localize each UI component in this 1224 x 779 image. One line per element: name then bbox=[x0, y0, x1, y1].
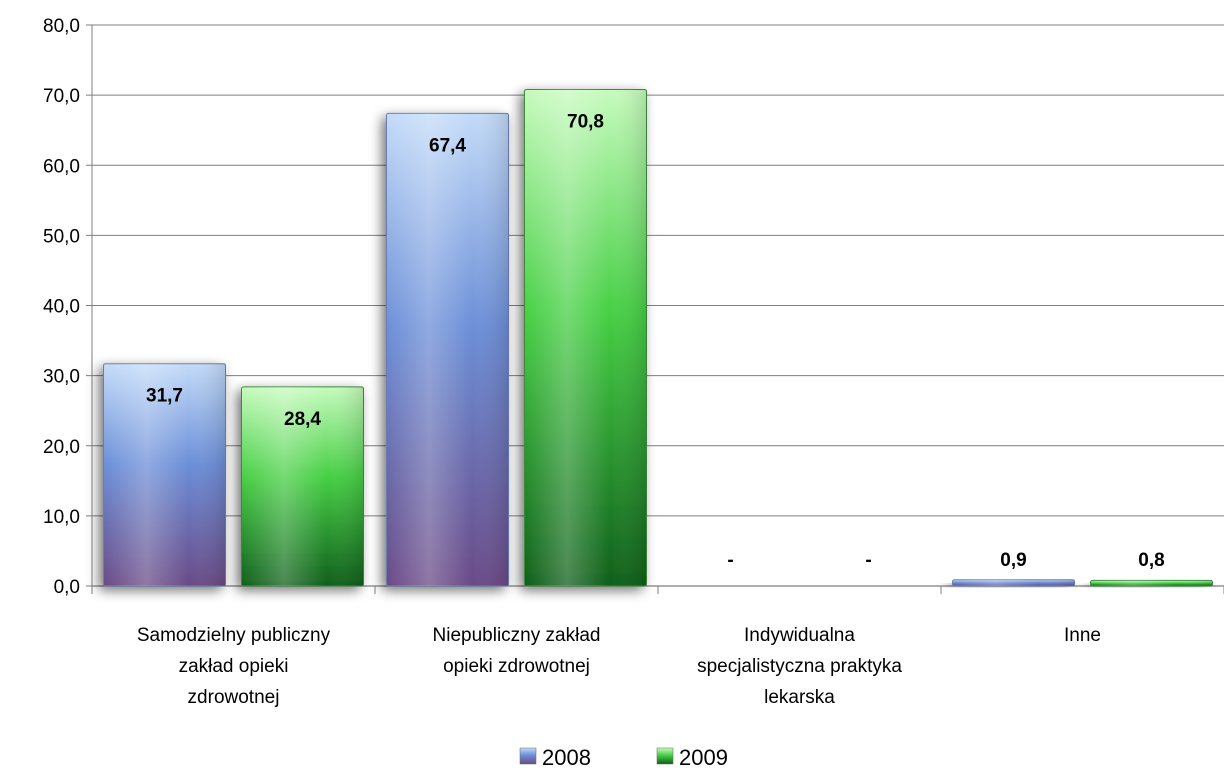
data-label: 28,4 bbox=[284, 409, 321, 430]
legend-label: 2008 bbox=[542, 745, 591, 770]
x-category-label: zakład opieki bbox=[179, 656, 289, 677]
data-label: 0,9 bbox=[1000, 550, 1026, 571]
y-tick-label: 40,0 bbox=[43, 297, 80, 318]
data-label: - bbox=[727, 550, 733, 571]
y-tick-label: 30,0 bbox=[43, 367, 80, 388]
x-category-label: zdrowotnej bbox=[188, 687, 280, 708]
data-labels: 31,7 28,4 67,4 70,8 - - 0,9 0,8 bbox=[146, 112, 1165, 571]
data-label: 0,8 bbox=[1138, 550, 1164, 571]
legend: 2008 2009 bbox=[519, 745, 728, 770]
bar-gloss bbox=[952, 579, 1075, 586]
legend-swatch bbox=[519, 747, 537, 765]
y-tick-label: 20,0 bbox=[43, 437, 80, 458]
bars bbox=[103, 89, 1213, 587]
y-tick-label: 10,0 bbox=[43, 507, 80, 528]
bar-gloss bbox=[1090, 580, 1213, 586]
y-tick-label: 60,0 bbox=[43, 156, 80, 177]
bar-gloss bbox=[241, 386, 364, 586]
y-tick-label: 0,0 bbox=[54, 577, 80, 598]
bar-gloss bbox=[386, 113, 509, 587]
x-category-label: lekarska bbox=[764, 687, 835, 708]
data-label: 67,4 bbox=[429, 135, 466, 156]
legend-swatch bbox=[656, 747, 674, 765]
x-category-label: Inne bbox=[1064, 625, 1101, 646]
x-category-label: Samodzielny publiczny bbox=[137, 625, 331, 646]
bar-gloss bbox=[103, 363, 226, 586]
data-label: 31,7 bbox=[146, 386, 183, 407]
data-label: 70,8 bbox=[567, 112, 604, 133]
x-category-label: specjalistyczna praktyka bbox=[697, 656, 902, 677]
x-category-label: opieki zdrowotnej bbox=[443, 656, 590, 677]
bar-gloss bbox=[524, 89, 647, 586]
y-tick-label: 50,0 bbox=[43, 226, 80, 247]
x-category-label: Indywidualna bbox=[744, 625, 855, 646]
y-tick-label: 80,0 bbox=[43, 16, 80, 37]
category-labels: Samodzielny publiczny zakład opieki zdrowo… bbox=[137, 625, 1101, 708]
legend-label: 2009 bbox=[679, 745, 728, 770]
y-tick-label: 70,0 bbox=[43, 86, 80, 107]
data-label: - bbox=[865, 550, 871, 571]
x-category-label: Niepubliczny zakład bbox=[433, 625, 601, 646]
axes: 0,0 10,0 20,0 30,0 40,0 50,0 60,0 70,0 80,0 bbox=[43, 16, 1224, 598]
